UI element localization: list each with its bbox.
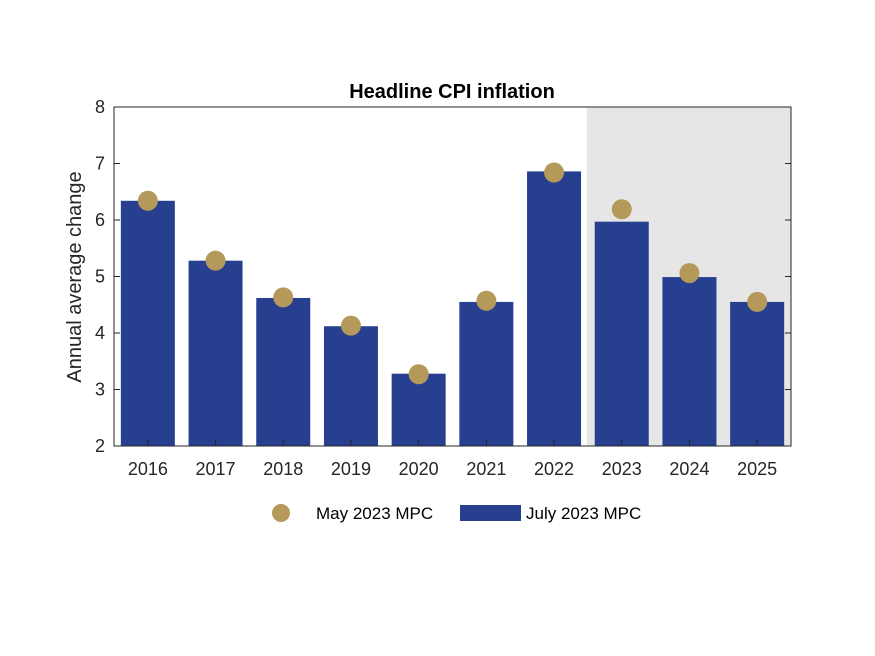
y-axis-label: Annual average change	[64, 171, 86, 382]
legend-label-july: July 2023 MPC	[526, 504, 641, 523]
legend-label-may: May 2023 MPC	[316, 504, 433, 523]
dot-series	[137, 162, 768, 385]
x-tick-label: 2023	[602, 459, 642, 479]
x-tick-label: 2017	[196, 459, 236, 479]
bar-2024	[662, 277, 717, 446]
legend-dot-marker	[272, 504, 290, 522]
x-tick-label: 2021	[466, 459, 506, 479]
bar-2025	[730, 301, 785, 446]
bar-2016	[120, 200, 175, 446]
y-tick-label: 6	[95, 210, 105, 230]
x-tick-label: 2019	[331, 459, 371, 479]
x-tick-label: 2016	[128, 459, 168, 479]
dot-2025	[747, 291, 768, 312]
y-tick-label: 8	[95, 97, 105, 117]
x-tick-label: 2024	[669, 459, 709, 479]
x-tick-label: 2025	[737, 459, 777, 479]
bar-2018	[256, 297, 311, 446]
bar-2019	[323, 326, 378, 446]
dot-2024	[679, 263, 700, 284]
x-axis: 2016 2017 2018 2019 2020 2021 2022 2023 2024 2025	[128, 440, 777, 479]
chart-title: Headline CPI inflation	[349, 81, 555, 103]
x-tick-label: 2020	[399, 459, 439, 479]
dot-2017	[205, 250, 226, 271]
bar-2023	[594, 221, 649, 446]
dot-2023	[611, 199, 632, 220]
y-tick-label: 5	[95, 267, 105, 287]
dot-2019	[340, 315, 361, 336]
dot-2021	[476, 290, 497, 311]
dot-2016	[137, 190, 158, 211]
bar-2017	[188, 260, 243, 446]
y-axis: 2 3 4 5 6 7 8	[95, 97, 791, 456]
bar-2021	[459, 301, 514, 446]
legend: May 2023 MPC July 2023 MPC	[272, 504, 641, 523]
bar-2022	[527, 171, 582, 446]
legend-bar-swatch	[460, 505, 521, 521]
dot-2022	[544, 162, 565, 183]
x-tick-label: 2022	[534, 459, 574, 479]
x-tick-label: 2018	[263, 459, 303, 479]
bar-2020	[391, 373, 446, 446]
y-tick-label: 4	[95, 323, 105, 343]
dot-2020	[408, 364, 429, 385]
dot-2018	[273, 287, 294, 308]
bar-series	[120, 171, 785, 446]
y-tick-label: 3	[95, 380, 105, 400]
y-tick-label: 2	[95, 436, 105, 456]
y-tick-label: 7	[95, 154, 105, 174]
